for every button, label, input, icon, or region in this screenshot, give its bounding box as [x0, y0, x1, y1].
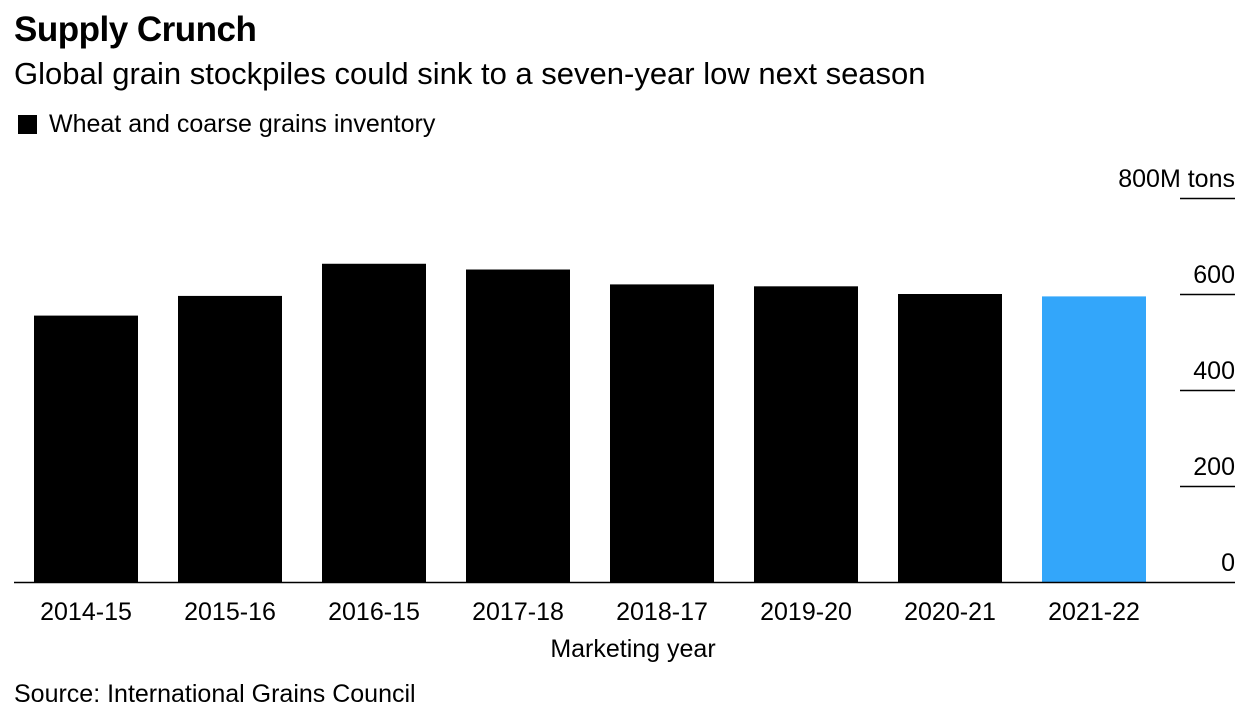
- bar-2020-21: [898, 294, 1002, 582]
- bar-2019-20: [754, 286, 858, 582]
- y-tick-label: 600: [1193, 261, 1235, 289]
- chart-title: Supply Crunch: [14, 10, 257, 49]
- x-axis-label: Marketing year: [550, 635, 715, 663]
- bar-2016-15: [322, 263, 426, 582]
- x-tick-label: 2018-17: [616, 598, 708, 626]
- x-tick-label: 2019-20: [760, 598, 852, 626]
- x-tick-label: 2017-18: [472, 598, 564, 626]
- x-tick-label: 2020-21: [904, 598, 996, 626]
- bar-2021-22: [1042, 296, 1146, 582]
- bar-2017-18: [466, 269, 570, 582]
- y-tick-label: 200: [1193, 453, 1235, 481]
- y-tick-label: 400: [1193, 357, 1235, 385]
- legend: Wheat and coarse grains inventory: [18, 108, 435, 140]
- x-tick-label: 2016-15: [328, 598, 420, 626]
- x-tick-label: 2021-22: [1048, 598, 1140, 626]
- source-note: Source: International Grains Council: [14, 680, 416, 708]
- bar-2018-17: [610, 284, 714, 582]
- chart-subtitle: Global grain stockpiles could sink to a …: [14, 56, 926, 91]
- legend-label: Wheat and coarse grains inventory: [49, 109, 436, 138]
- x-tick-label: 2015-16: [184, 598, 276, 626]
- bar-2015-16: [178, 295, 282, 582]
- bar-2014-15: [34, 315, 138, 582]
- x-tick-label: 2014-15: [40, 598, 132, 626]
- y-tick-label: 0: [1221, 549, 1235, 577]
- y-tick-label: 800M tons: [1118, 165, 1235, 193]
- legend-swatch: [18, 114, 37, 134]
